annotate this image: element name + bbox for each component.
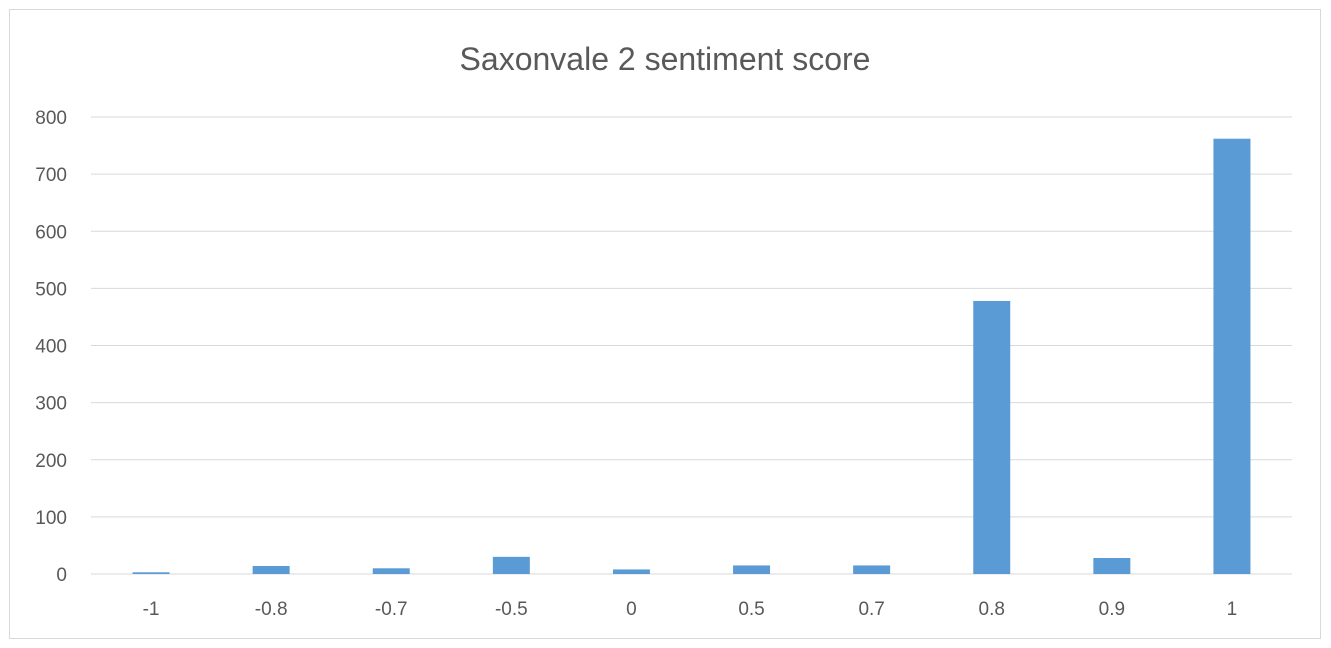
bar-0.9 xyxy=(1093,558,1131,574)
bar--1 xyxy=(132,572,170,574)
bar-0 xyxy=(612,569,650,574)
y-tick-label: 0 xyxy=(56,565,67,586)
bar-0.5 xyxy=(733,565,771,574)
y-tick-label: 200 xyxy=(35,451,67,472)
chart-title: Saxonvale 2 sentiment score xyxy=(460,41,871,77)
x-tick-label: -0.5 xyxy=(495,599,528,620)
x-axis-ticks: -1 -0.8 -0.7 -0.5 0 0.5 0.7 0.8 0.9 1 xyxy=(143,599,1238,620)
y-tick-label: 800 xyxy=(35,108,67,129)
y-tick-label: 400 xyxy=(35,337,67,358)
bars xyxy=(132,138,1251,574)
x-tick-label: 0.5 xyxy=(738,599,764,620)
x-tick-label: 0 xyxy=(626,599,637,620)
bar-1 xyxy=(1213,138,1251,574)
bar--0.7 xyxy=(372,568,410,574)
x-tick-label: -1 xyxy=(143,599,160,620)
y-tick-label: 500 xyxy=(35,279,67,300)
bar--0.5 xyxy=(492,556,530,574)
chart-frame xyxy=(9,9,1321,639)
y-axis-ticks: 0 100 200 300 400 500 600 700 800 xyxy=(35,108,67,586)
bar-0.8 xyxy=(973,300,1011,574)
y-tick-label: 600 xyxy=(35,222,67,243)
bar-0.7 xyxy=(853,565,891,574)
x-tick-label: -0.7 xyxy=(375,599,408,620)
x-tick-label: 0.8 xyxy=(979,599,1005,620)
x-tick-label: 1 xyxy=(1227,599,1238,620)
x-tick-label: 0.9 xyxy=(1099,599,1125,620)
y-tick-label: 300 xyxy=(35,394,67,415)
x-tick-label: 0.7 xyxy=(858,599,884,620)
bar--0.8 xyxy=(252,566,290,574)
y-tick-label: 100 xyxy=(35,508,67,529)
x-tick-label: -0.8 xyxy=(255,599,288,620)
gridlines xyxy=(91,116,1292,575)
y-tick-label: 700 xyxy=(35,165,67,186)
